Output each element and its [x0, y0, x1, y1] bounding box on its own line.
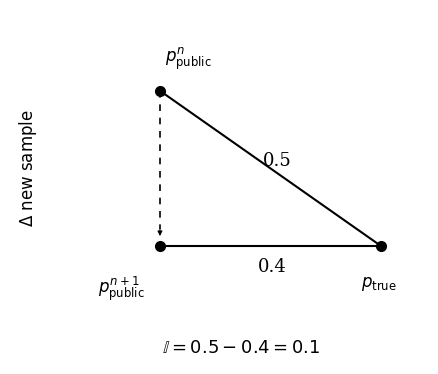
Text: 0.4: 0.4 [258, 258, 286, 276]
Text: 0.5: 0.5 [263, 152, 292, 171]
Text: $\mathbb{I} = 0.5 - 0.4 = 0.1$: $\mathbb{I} = 0.5 - 0.4 = 0.1$ [162, 339, 320, 357]
Text: $\Delta$ new sample: $\Delta$ new sample [17, 109, 39, 227]
Text: $p_{\mathrm{public}}^{n}$: $p_{\mathrm{public}}^{n}$ [166, 46, 212, 72]
Text: $p_{\mathrm{public}}^{n+1}$: $p_{\mathrm{public}}^{n+1}$ [98, 275, 145, 303]
Text: $p_{\mathrm{true}}$: $p_{\mathrm{true}}$ [361, 275, 397, 293]
